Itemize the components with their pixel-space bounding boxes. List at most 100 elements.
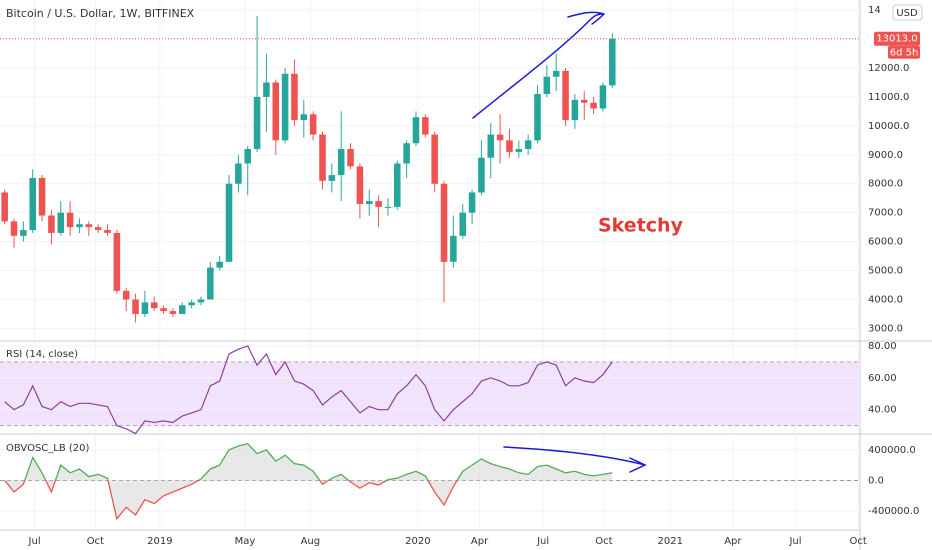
- candle-body: [132, 299, 139, 314]
- candle-body: [29, 177, 36, 231]
- candle-body: [244, 149, 251, 164]
- rsi-band-fill: [0, 361, 860, 426]
- y-tick-label: 80.00: [868, 341, 897, 352]
- candle-body: [235, 163, 242, 184]
- y-tick-label: 9000.0: [868, 150, 903, 161]
- candle-body: [515, 149, 523, 152]
- candle-body: [76, 224, 83, 228]
- candle-body: [487, 134, 495, 158]
- candle-body: [1, 192, 8, 222]
- candle-body: [225, 183, 233, 262]
- candle-body: [207, 267, 214, 300]
- annotation: Sketchy: [598, 215, 684, 237]
- x-tick-label: Jul: [788, 536, 801, 547]
- x-tick-label: 2019: [147, 536, 172, 547]
- candle-body: [328, 175, 336, 181]
- y-tick-label: 60.00: [868, 373, 897, 384]
- candle-body: [216, 261, 223, 268]
- candle-body: [188, 302, 195, 306]
- candle-body: [263, 82, 270, 97]
- x-tick-label: Oct: [849, 536, 866, 547]
- currency-box: [892, 4, 923, 21]
- candle-body: [337, 149, 345, 176]
- candle-body: [141, 302, 149, 314]
- candle-body: [179, 305, 186, 314]
- candle-body: [347, 149, 354, 167]
- x-tick-label: Apr: [724, 536, 742, 547]
- y-tick-label: 8000.0: [868, 179, 903, 190]
- countdown-label: 6d 5h: [890, 48, 919, 59]
- x-tick-label: Jul: [536, 536, 549, 547]
- candle-body: [496, 134, 504, 141]
- y-tick-label: 10000.0: [868, 121, 909, 132]
- candle-body: [281, 73, 289, 141]
- candle-body: [291, 73, 298, 121]
- candle-body: [571, 99, 579, 121]
- x-tick-label: May: [235, 536, 256, 547]
- candle-body: [365, 201, 373, 204]
- x-tick-label: Oct: [87, 536, 104, 547]
- y-tick-label: -400000.0: [868, 506, 919, 517]
- x-tick-label: Jul: [28, 536, 41, 547]
- candle-body: [431, 134, 438, 184]
- y-tick-label: 40.00: [868, 405, 897, 416]
- candle-body: [85, 224, 93, 228]
- pane-title: RSI (14, close): [6, 349, 78, 360]
- candle-body: [468, 192, 476, 213]
- candle-body: [403, 143, 410, 164]
- y-tick-label: 5000.0: [868, 266, 903, 277]
- x-tick-label: Oct: [595, 536, 612, 547]
- candle-body: [57, 212, 65, 233]
- y-tick-label: 14: [868, 5, 881, 16]
- candle-body: [319, 134, 326, 181]
- candle-body: [459, 212, 466, 236]
- candle-body: [197, 299, 205, 303]
- x-tick-label: Apr: [471, 536, 489, 547]
- drawn-arrow: [503, 446, 647, 473]
- candle-body: [169, 311, 177, 314]
- candle-body: [48, 215, 55, 233]
- candle-body: [422, 117, 429, 135]
- candle-body: [122, 290, 130, 300]
- x-tick-label: 2020: [405, 536, 430, 547]
- candle-body: [599, 85, 607, 109]
- last-price-box: [874, 31, 920, 46]
- candle-body: [552, 70, 560, 77]
- candle-body: [104, 230, 111, 233]
- y-tick-label: 4000.0: [868, 294, 903, 305]
- candle-body: [66, 212, 74, 228]
- oscillator-area: [4, 443, 613, 519]
- candle-body: [506, 140, 513, 152]
- candle-body: [20, 230, 27, 236]
- candle-body: [150, 302, 158, 309]
- y-tick-label: 400000.0: [868, 445, 916, 456]
- candle-body: [300, 114, 308, 121]
- candle-body: [94, 227, 102, 231]
- y-tick-label: 0.0: [868, 475, 884, 486]
- candle-body: [309, 114, 317, 135]
- currency-label: USD: [896, 8, 918, 19]
- x-tick-label: 2021: [658, 536, 683, 547]
- x-tick-label: Aug: [301, 536, 321, 547]
- candle-body: [113, 232, 121, 291]
- candle-body: [272, 82, 280, 141]
- candle-body: [562, 70, 569, 121]
- candle-body: [38, 177, 46, 216]
- y-tick-label: 7000.0: [868, 208, 903, 219]
- candle-body: [534, 94, 541, 141]
- candle-body: [375, 201, 382, 207]
- drawn-arrowhead: [567, 11, 605, 25]
- oscillator-line: [4, 442, 613, 521]
- y-tick-label: 6000.0: [868, 237, 903, 248]
- y-tick-label: 12000.0: [868, 63, 909, 74]
- pane-title: OBVOSC_LB (20): [6, 443, 90, 454]
- candle-body: [450, 235, 457, 262]
- last-price-label: 13013.0: [876, 34, 917, 45]
- candle-body: [524, 140, 532, 150]
- drawn-arrow: [472, 13, 604, 119]
- candle-body: [543, 76, 551, 95]
- candle-body: [253, 96, 261, 150]
- rsi-line: [4, 345, 613, 435]
